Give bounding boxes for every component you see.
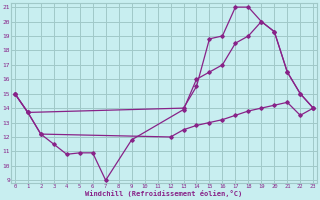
X-axis label: Windchill (Refroidissement éolien,°C): Windchill (Refroidissement éolien,°C)	[85, 190, 243, 197]
